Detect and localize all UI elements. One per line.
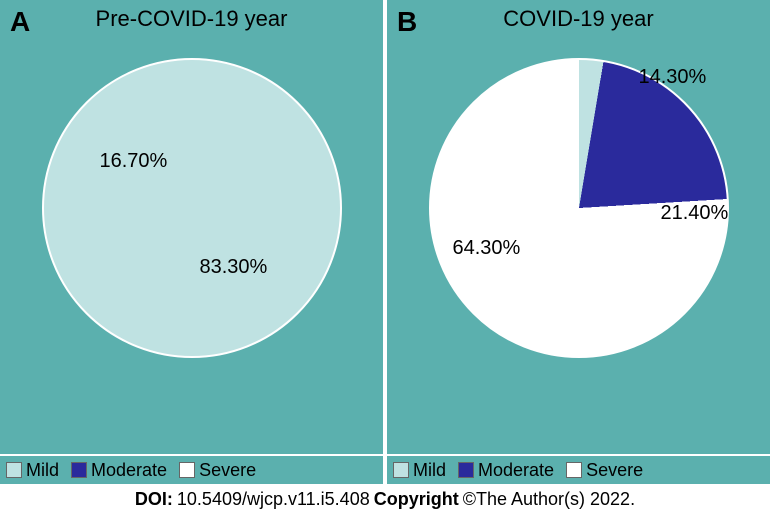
caption: DOI: 10.5409/wjcp.v11.i5.408 Copyright ©… [0,484,770,514]
legend-item-mild: Mild [393,460,446,481]
legend-item-severe: Severe [179,460,256,481]
swatch-severe [566,462,582,478]
swatch-moderate [71,462,87,478]
panel-a-pie [42,58,342,358]
panel-a-title: Pre-COVID-19 year [0,6,383,32]
figure: A Pre-COVID-19 year 16.70% 83.30% Mild M… [0,0,770,514]
panel-b-legend: Mild Moderate Severe [387,454,770,484]
doi-label: DOI: [135,489,173,510]
swatch-mild [393,462,409,478]
panel-b-slice-label-moderate: 21.40% [661,202,729,225]
legend-item-moderate: Moderate [71,460,167,481]
legend-text-moderate: Moderate [478,460,554,481]
legend-item-severe: Severe [566,460,643,481]
legend-text-moderate: Moderate [91,460,167,481]
legend-text-severe: Severe [199,460,256,481]
panel-b-slice-label-mild: 14.30% [639,66,707,89]
legend-text-mild: Mild [413,460,446,481]
panel-a-slice-label-mild: 83.30% [200,256,268,279]
panel-a-body: A Pre-COVID-19 year 16.70% 83.30% [0,0,383,454]
panel-b-title: COVID-19 year [387,6,770,32]
panel-a-slice-label-severe: 16.70% [100,150,168,173]
panel-a: A Pre-COVID-19 year 16.70% 83.30% Mild M… [0,0,383,484]
swatch-moderate [458,462,474,478]
legend-text-severe: Severe [586,460,643,481]
panel-b-body: B COVID-19 year 14.30% 21.40% 64.30% [387,0,770,454]
panels-row: A Pre-COVID-19 year 16.70% 83.30% Mild M… [0,0,770,484]
panel-b: B COVID-19 year 14.30% 21.40% 64.30% Mil… [387,0,770,484]
swatch-mild [6,462,22,478]
legend-item-mild: Mild [6,460,59,481]
panel-a-legend: Mild Moderate Severe [0,454,383,484]
copyright-label: Copyright [374,489,459,510]
doi-value: 10.5409/wjcp.v11.i5.408 [177,489,370,510]
swatch-severe [179,462,195,478]
panel-b-pie-wrap: 14.30% 21.40% 64.30% [429,58,729,358]
legend-text-mild: Mild [26,460,59,481]
panel-b-slice-label-severe: 64.30% [453,237,521,260]
copyright-value: ©The Author(s) 2022. [463,489,635,510]
legend-item-moderate: Moderate [458,460,554,481]
panel-a-pie-wrap: 16.70% 83.30% [42,58,342,358]
